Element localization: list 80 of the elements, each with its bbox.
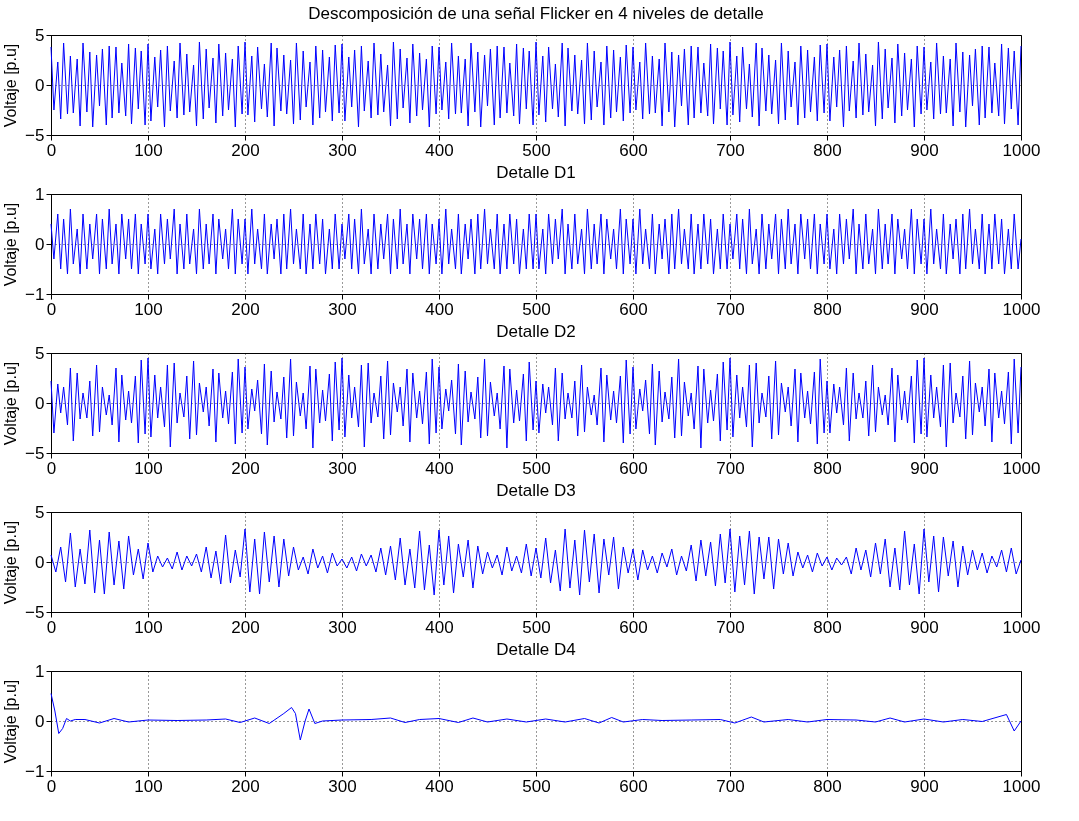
x-tick-label: 300 xyxy=(328,458,357,478)
x-tick-label: 300 xyxy=(328,140,357,160)
x-tick-label: 800 xyxy=(813,617,842,637)
x-tick-label: 800 xyxy=(813,140,842,160)
y-axis-title: Voltaje [p.u] xyxy=(2,202,20,287)
x-tick-label: 600 xyxy=(619,776,648,796)
x-tick-label: 500 xyxy=(522,140,551,160)
x-tick-label: 500 xyxy=(522,299,551,319)
y-tick-label: −5 xyxy=(25,443,45,463)
y-tick-label: 1 xyxy=(35,661,45,681)
x-tick-label: 700 xyxy=(716,140,745,160)
x-tick-label: 700 xyxy=(716,299,745,319)
x-tick-label: 600 xyxy=(619,617,648,637)
x-tick-label: 700 xyxy=(716,776,745,796)
x-tick-label: 800 xyxy=(813,458,842,478)
line-series xyxy=(50,528,1022,596)
y-tick-label: 5 xyxy=(35,25,45,45)
x-tick-label: 100 xyxy=(134,140,163,160)
chart-title: Detalle D3 xyxy=(496,481,576,500)
x-tick-label: 700 xyxy=(716,458,745,478)
x-tick-label: 900 xyxy=(910,458,939,478)
x-tick-label: 600 xyxy=(619,299,648,319)
x-tick-label: 900 xyxy=(910,140,939,160)
y-tick-label: −1 xyxy=(25,284,45,304)
x-tick-label: 900 xyxy=(910,299,939,319)
x-tick-label: 1000 xyxy=(1002,458,1041,478)
line-series xyxy=(50,208,1022,275)
x-tick-label: 100 xyxy=(134,458,163,478)
x-tick-label: 100 xyxy=(134,299,163,319)
y-axis-title: Voltaje [p.u] xyxy=(2,361,20,446)
x-tick-label: 500 xyxy=(522,776,551,796)
x-tick-label: 400 xyxy=(425,617,454,637)
y-tick-label: 0 xyxy=(35,234,45,254)
y-tick-label: 5 xyxy=(35,502,45,522)
y-axis-title: Voltaje [p.u] xyxy=(2,520,20,605)
line-series xyxy=(50,357,1022,449)
x-tick-label: 1000 xyxy=(1002,140,1041,160)
y-axis-title: Voltaje [p.u] xyxy=(2,679,20,764)
x-tick-label: 800 xyxy=(813,299,842,319)
line-series xyxy=(50,693,1022,741)
x-tick-label: 800 xyxy=(813,776,842,796)
x-tick-label: 600 xyxy=(619,458,648,478)
x-tick-label: 1000 xyxy=(1002,617,1041,637)
x-tick-label: 900 xyxy=(910,617,939,637)
y-tick-label: 1 xyxy=(35,184,45,204)
y-tick-label: −1 xyxy=(25,761,45,781)
y-tick-label: 0 xyxy=(35,75,45,95)
y-tick-label: 0 xyxy=(35,552,45,572)
x-tick-label: 200 xyxy=(231,776,260,796)
x-tick-label: 400 xyxy=(425,140,454,160)
chart-title: Detalle D1 xyxy=(496,163,576,182)
y-tick-label: 0 xyxy=(35,393,45,413)
y-tick-label: −5 xyxy=(25,125,45,145)
line-series xyxy=(50,41,1022,128)
x-tick-label: 200 xyxy=(231,140,260,160)
x-tick-label: 200 xyxy=(231,299,260,319)
x-tick-label: 400 xyxy=(425,299,454,319)
x-tick-label: 200 xyxy=(231,458,260,478)
y-axis-title: Voltaje [p.u] xyxy=(2,43,20,128)
chart-title: Detalle D2 xyxy=(496,322,576,341)
x-tick-label: 300 xyxy=(328,299,357,319)
y-tick-label: 0 xyxy=(35,711,45,731)
x-tick-label: 400 xyxy=(425,776,454,796)
chart-title: Descomposición de una señal Flicker en 4 niveles de detalle xyxy=(308,4,764,23)
x-tick-label: 500 xyxy=(522,617,551,637)
x-tick-label: 300 xyxy=(328,617,357,637)
x-tick-label: 500 xyxy=(522,458,551,478)
x-tick-label: 700 xyxy=(716,617,745,637)
x-tick-label: 1000 xyxy=(1002,776,1041,796)
x-tick-label: 600 xyxy=(619,140,648,160)
y-tick-label: −5 xyxy=(25,602,45,622)
x-tick-label: 200 xyxy=(231,617,260,637)
chart-title: Detalle D4 xyxy=(496,640,576,659)
x-tick-label: 100 xyxy=(134,617,163,637)
y-tick-label: 5 xyxy=(35,343,45,363)
x-tick-label: 900 xyxy=(910,776,939,796)
x-tick-label: 1000 xyxy=(1002,299,1041,319)
x-tick-label: 400 xyxy=(425,458,454,478)
x-tick-label: 300 xyxy=(328,776,357,796)
x-tick-label: 100 xyxy=(134,776,163,796)
